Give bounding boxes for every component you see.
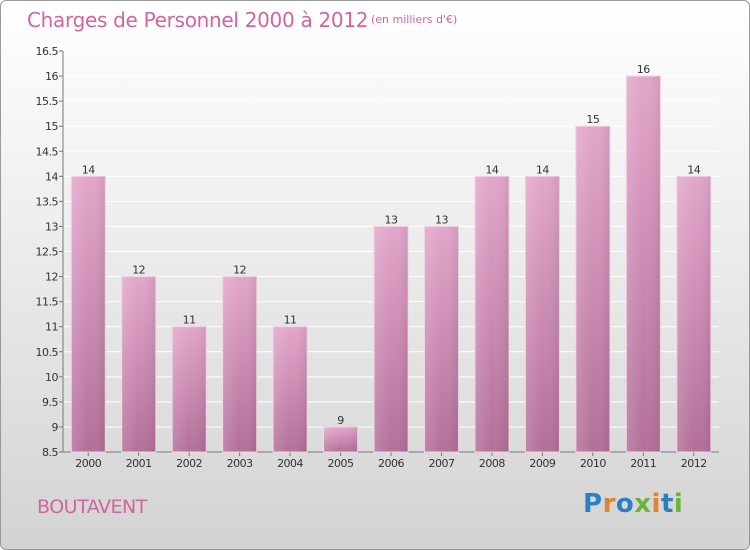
y-tick-label: 10 bbox=[45, 371, 58, 384]
data-label-2008: 14 bbox=[485, 163, 498, 176]
y-tick-label: 15 bbox=[45, 120, 58, 133]
x-tick-label-2011: 2011 bbox=[630, 457, 656, 470]
bar-shine bbox=[273, 326, 308, 452]
bar-shine bbox=[172, 326, 207, 452]
y-tick-label: 16 bbox=[45, 70, 58, 83]
y-tick-label: 12 bbox=[45, 271, 58, 284]
y-tick-label: 13.5 bbox=[36, 195, 59, 208]
logo-letter: o bbox=[615, 489, 635, 519]
bar-shine bbox=[424, 226, 459, 452]
y-tick-label: 13 bbox=[45, 220, 58, 233]
data-labels: 14 12 11 12 11 9 13 13 14 14 15 16 14 bbox=[82, 63, 702, 427]
chart-unit: (en milliers d'€) bbox=[371, 13, 458, 26]
data-label-2011: 16 bbox=[637, 63, 650, 76]
bar-shine bbox=[676, 176, 711, 452]
y-tick-label: 14 bbox=[45, 170, 58, 183]
data-label-2004: 11 bbox=[284, 314, 297, 327]
data-label-2002: 11 bbox=[183, 314, 196, 327]
x-tick-label-2008: 2008 bbox=[479, 457, 505, 470]
bar-shine bbox=[222, 276, 257, 452]
x-tick-label-2001: 2001 bbox=[126, 457, 152, 470]
commune-name: BOUTAVENT bbox=[37, 496, 147, 518]
logo-letter: r bbox=[602, 489, 616, 519]
bar-shine bbox=[474, 176, 509, 452]
bar-shine bbox=[121, 276, 156, 452]
x-tick-label-2004: 2004 bbox=[277, 457, 303, 470]
y-tick-label: 11 bbox=[45, 321, 58, 334]
logo-letter: x bbox=[634, 489, 652, 519]
bars bbox=[70, 75, 712, 453]
data-label-2006: 13 bbox=[385, 213, 398, 226]
bar-shine bbox=[575, 126, 610, 452]
y-tick-labels: 8.5 9 9.5 10 10.5 11 11.5 12 12.5 13 13.5 14 14.5 15 1… bbox=[36, 45, 60, 459]
x-tick-label-2009: 2009 bbox=[529, 457, 555, 470]
data-label-2000: 14 bbox=[82, 163, 95, 176]
x-tick-labels: 2000 2001 2002 2003 2004 2005 2006 2007 2008 2009… bbox=[75, 457, 707, 470]
x-tick-label-2007: 2007 bbox=[428, 457, 454, 470]
bar-shine bbox=[525, 176, 560, 452]
data-label-2007: 13 bbox=[435, 213, 448, 226]
x-tick-label-2003: 2003 bbox=[227, 457, 253, 470]
data-label-2001: 12 bbox=[132, 264, 145, 277]
proxiti-logo: Proxiti bbox=[583, 489, 683, 519]
y-tick-label: 10.5 bbox=[36, 346, 59, 359]
y-tick-label: 9 bbox=[52, 421, 59, 434]
logo-letter: P bbox=[583, 489, 603, 519]
y-tick-label: 8.5 bbox=[42, 446, 58, 459]
y-tick-label: 15.5 bbox=[36, 95, 59, 108]
x-tick-label-2012: 2012 bbox=[681, 457, 707, 470]
y-tick-label: 14.5 bbox=[36, 145, 59, 158]
logo-letter: t bbox=[660, 489, 674, 519]
logo-letter: i bbox=[673, 489, 684, 519]
data-label-2005: 9 bbox=[337, 414, 344, 427]
bar-shine bbox=[323, 426, 358, 452]
y-tick-label: 12.5 bbox=[36, 246, 59, 259]
chart-title: Charges de Personnel 2000 à 2012 bbox=[27, 8, 369, 32]
x-tick-label-2006: 2006 bbox=[378, 457, 404, 470]
bar-shine bbox=[374, 226, 408, 452]
x-tick-label-2005: 2005 bbox=[328, 457, 354, 470]
x-tick-label-2002: 2002 bbox=[176, 457, 202, 470]
bar-shine bbox=[71, 176, 106, 452]
data-label-2009: 14 bbox=[536, 163, 549, 176]
y-tick-label: 11.5 bbox=[36, 296, 59, 309]
y-tick-label: 9.5 bbox=[42, 396, 58, 409]
x-tick-label-2000: 2000 bbox=[75, 457, 101, 470]
y-tick-label: 16.5 bbox=[36, 45, 59, 58]
data-label-2003: 12 bbox=[233, 264, 246, 277]
x-tick-label-2010: 2010 bbox=[580, 457, 606, 470]
logo-letter: i bbox=[651, 489, 661, 519]
bar-shine bbox=[626, 76, 661, 452]
data-label-2010: 15 bbox=[586, 113, 599, 126]
data-label-2012: 14 bbox=[687, 163, 700, 176]
